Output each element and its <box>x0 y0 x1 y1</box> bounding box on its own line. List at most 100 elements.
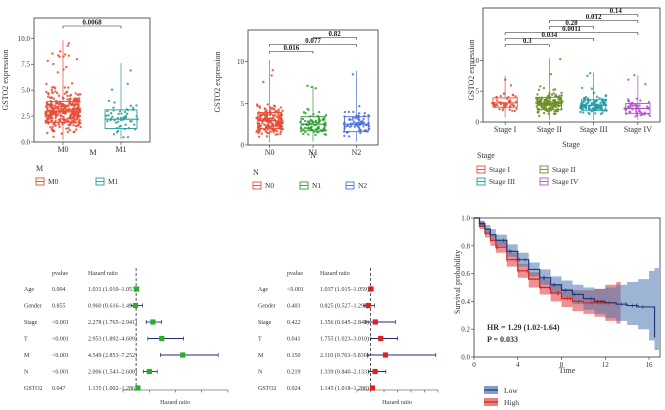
y-tick-label: 5.0 <box>21 87 30 95</box>
data-point <box>50 88 54 92</box>
data-point <box>106 109 109 113</box>
data-point <box>112 106 115 109</box>
data-point <box>304 119 307 123</box>
data-point <box>602 101 606 104</box>
data-point <box>639 99 642 102</box>
data-point <box>52 135 55 139</box>
data-point <box>258 130 261 134</box>
data-point <box>65 127 68 130</box>
data-point <box>501 108 504 112</box>
data-point <box>66 98 69 101</box>
data-point <box>560 94 563 97</box>
data-point <box>585 102 588 105</box>
comparison-pvalue: 0.0068 <box>82 19 102 27</box>
data-point <box>499 94 503 98</box>
data-point <box>627 105 630 108</box>
data-point <box>269 130 272 133</box>
forest-row-hr: 2.006 (1.543–2.608) <box>88 369 137 376</box>
data-point <box>537 88 541 92</box>
data-point <box>74 124 78 128</box>
data-point <box>115 121 118 124</box>
hazard-ratio-marker <box>372 368 378 375</box>
data-point <box>51 91 55 95</box>
data-point <box>584 106 587 109</box>
hazard-ratio-marker <box>135 385 141 391</box>
data-point <box>122 136 125 139</box>
data-point <box>70 82 74 85</box>
forest-row-hr: 0.960 (0.616–1.494) <box>88 303 137 310</box>
data-point <box>579 110 582 114</box>
data-point <box>317 130 320 134</box>
data-point <box>357 112 361 115</box>
data-point <box>131 106 135 110</box>
legend-label: N0 <box>265 181 274 190</box>
data-point <box>307 133 310 136</box>
data-point <box>545 103 548 106</box>
data-point <box>317 118 321 122</box>
data-point <box>59 114 63 117</box>
data-point <box>628 110 631 114</box>
data-point <box>112 133 116 136</box>
data-point <box>552 92 555 95</box>
data-point <box>347 135 351 138</box>
forest-row-pvalue: 0.047 <box>52 386 66 392</box>
y-tick-label: 0.4 <box>461 298 470 306</box>
data-point <box>552 106 555 109</box>
data-point <box>553 88 557 91</box>
data-point <box>274 114 277 117</box>
legend-label: Stage IV <box>552 177 579 186</box>
data-point <box>302 128 305 131</box>
data-point <box>324 114 328 117</box>
plot-frame <box>33 17 151 143</box>
data-point <box>635 97 638 100</box>
data-point <box>588 107 591 111</box>
data-point <box>117 112 120 116</box>
data-point <box>57 105 60 108</box>
forest2-xlabel: Hazard ratio <box>382 400 412 406</box>
data-point <box>63 53 67 56</box>
forest-row-hr: 1.145 (1.018–1.288) <box>320 385 369 392</box>
panel-m-boxplot: GSTO2 expression M M M0 M1 0.0 2.5 5.0 7.5 10… <box>1 17 151 186</box>
forest-row-hr: 0.825 (0.527–1.294) <box>320 303 369 310</box>
data-point <box>57 118 61 121</box>
data-point <box>279 130 283 133</box>
data-point <box>76 113 79 117</box>
data-point <box>264 130 268 133</box>
data-point <box>279 132 282 135</box>
hazard-ratio-marker <box>372 319 378 325</box>
data-point <box>67 127 70 130</box>
forest-row-label: Gender <box>258 304 276 310</box>
data-point <box>256 104 259 108</box>
data-point <box>63 86 67 89</box>
data-point <box>64 107 67 110</box>
data-point <box>62 118 65 121</box>
data-point <box>579 106 582 110</box>
data-point <box>600 106 603 109</box>
data-point <box>274 109 277 113</box>
data-point <box>266 128 269 131</box>
data-point <box>274 123 278 126</box>
forest2-col-pvalue: pvalue <box>287 271 303 277</box>
forest-row-pvalue: 0.422 <box>287 320 301 326</box>
data-point <box>598 96 601 100</box>
data-point <box>47 113 51 117</box>
data-point <box>348 125 352 128</box>
data-point <box>644 83 647 86</box>
data-point <box>45 90 48 94</box>
forest-row-pvalue: <0.001 <box>52 320 69 326</box>
data-point <box>57 123 61 127</box>
forest-row-label: Stage <box>24 320 38 326</box>
data-point <box>354 117 357 120</box>
x-tick-label: Stage II <box>537 125 562 134</box>
data-point <box>109 112 113 115</box>
data-point <box>324 133 328 136</box>
data-point <box>79 93 82 96</box>
data-point <box>309 118 312 122</box>
data-point <box>271 117 274 120</box>
panel-m-ylabel: GSTO2 expression <box>1 50 10 111</box>
data-point <box>273 105 276 108</box>
data-point <box>647 100 651 104</box>
data-point <box>74 92 77 95</box>
data-point <box>498 107 501 111</box>
data-point <box>129 69 132 72</box>
